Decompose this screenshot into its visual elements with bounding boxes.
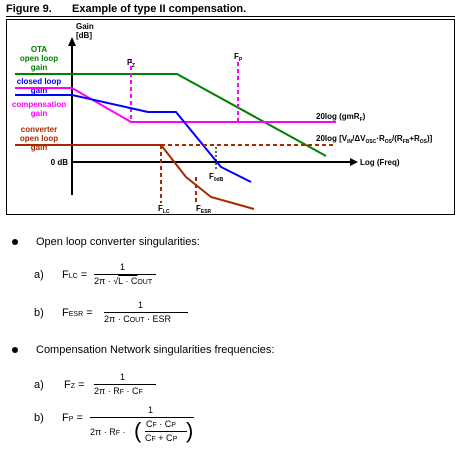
- eq-b2-left-paren: (: [134, 418, 142, 443]
- eq-a1-fraction-bar: [94, 274, 156, 275]
- section-compensation-text: Compensation Network singularities frequ…: [36, 344, 275, 356]
- ota-gain-curve: [15, 73, 327, 157]
- eq-b2-inner-numerator: CF · CP: [146, 419, 176, 429]
- eq-b1-label: b): [34, 307, 44, 319]
- eq-b2-right-paren: ): [186, 418, 194, 443]
- eq-b1-lhs: FESR =: [62, 307, 93, 319]
- legend-converter-line3: gain: [31, 143, 48, 152]
- eq-a2-lhs: FZ =: [64, 379, 85, 391]
- legend-compensation: compensation gain: [12, 100, 66, 118]
- fesr-label: FESR: [196, 204, 212, 215]
- zero-db-label: 0 dB: [51, 158, 69, 167]
- y-axis-label-unit: [dB]: [76, 31, 92, 40]
- closed-loop-gain-curve: [15, 94, 252, 183]
- fp-label: FP: [234, 52, 243, 63]
- eq-a1-lhs: FLC =: [62, 269, 88, 281]
- figure-title-rule: [6, 16, 455, 17]
- f0db-label: F0dB: [209, 172, 224, 183]
- eq-b1-denominator: 2π · COUT · ESR: [104, 314, 172, 324]
- legend-converter: converter open loop gain: [20, 125, 58, 152]
- eq-b2-label: b): [34, 412, 44, 424]
- legend-ota-line3: gain: [31, 63, 48, 72]
- eq-b2-inner-fraction-bar: [145, 431, 187, 432]
- x-axis-label: Log (Freq): [360, 158, 400, 167]
- flc-label: FLC: [158, 204, 170, 215]
- compensation-gain-curve: [15, 87, 336, 123]
- eq-a1-numerator: 1: [120, 262, 126, 272]
- eq-a1-label: a): [34, 269, 44, 281]
- figure-frame: [6, 19, 455, 215]
- eq-a2-fraction-bar: [94, 384, 156, 385]
- eq-b1-fraction-bar: [104, 312, 188, 313]
- y-axis-arrow: [68, 37, 76, 46]
- eq-b2-inner-denominator: CF + CP: [145, 433, 178, 443]
- compensation-diagram: Gain [dB] 0 dB Log (Freq) OTA open loop …: [12, 22, 433, 215]
- eq-b2-lhs: FP =: [62, 412, 83, 424]
- eq-b2-numerator: 1: [148, 405, 154, 415]
- eq-b2-denominator-prefix: 2π · RF ·: [90, 427, 126, 437]
- x-axis-arrow: [350, 158, 358, 166]
- eq-a2-denominator: 2π · RF · CF: [94, 386, 143, 396]
- legend-converter-line1: converter: [21, 125, 57, 134]
- legend-closed-line1: closed loop: [17, 77, 62, 86]
- eq-a1-denominator: 2π · √L · COUT: [94, 276, 153, 286]
- legend-converter-line2: open loop: [20, 134, 58, 143]
- legend-ota: OTA open loop gain: [20, 45, 58, 72]
- legend-compensation-line2: gain: [31, 109, 48, 118]
- eq-b2-fraction-bar: [90, 417, 194, 418]
- figure-number: Figure 9.: [6, 3, 52, 15]
- legend-ota-line2: open loop: [20, 54, 58, 63]
- converter-gain-curve: [15, 144, 255, 210]
- legend-closed-loop: closed loop gain: [17, 77, 62, 95]
- eq-b1-numerator: 1: [138, 300, 144, 310]
- fz-label: FZ: [127, 58, 135, 69]
- y-axis-label-gain: Gain: [76, 22, 94, 31]
- vin-annotation: 20log [VIN/ΔVOSC·ROS/(RFB+ROS)]: [316, 134, 433, 145]
- section-open-loop-text: Open loop converter singularities:: [36, 236, 200, 248]
- bullet-dot: [12, 347, 18, 353]
- eq-a2-label: a): [34, 379, 44, 391]
- gm-annotation: 20log (gmRF): [316, 112, 366, 123]
- legend-compensation-line1: compensation: [12, 100, 66, 109]
- figure-title: Figure 9. Example of type II compensation…: [6, 3, 452, 16]
- figure-caption: Example of type II compensation.: [72, 3, 247, 15]
- bullet-dot: [12, 239, 18, 245]
- legend-closed-line2: gain: [31, 86, 48, 95]
- legend-ota-line1: OTA: [31, 45, 48, 54]
- eq-a2-numerator: 1: [120, 372, 126, 382]
